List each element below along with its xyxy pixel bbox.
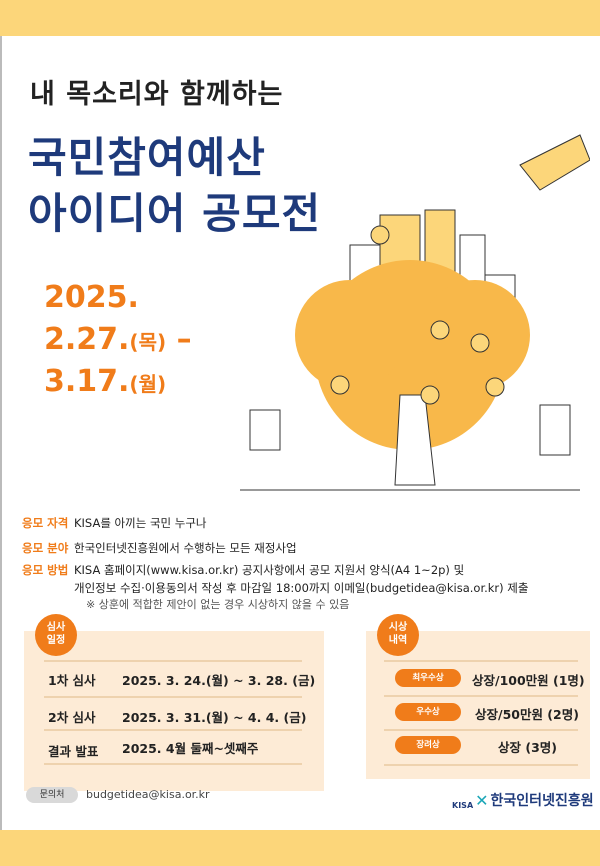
date-dash: – <box>176 322 192 357</box>
title-line2: 아이디어 공모전 <box>28 189 322 238</box>
detail-label: 응모 방법 <box>22 563 69 577</box>
schedule-row-label: 1차 심사 <box>48 673 96 688</box>
bottom-band <box>0 830 600 866</box>
logo-name: 한국인터넷진흥원 <box>490 793 594 809</box>
contact-email[interactable]: budgetidea@kisa.or.kr <box>86 788 210 801</box>
date-start: 2.27.(목) – <box>44 322 192 357</box>
left-border <box>0 36 2 830</box>
schedule-row-value: 2025. 3. 24.(월) ~ 3. 28. (금) <box>122 673 316 688</box>
detail-label: 응모 자격 <box>22 516 69 530</box>
date-end: 3.17.(월) <box>44 364 166 399</box>
detail-value-2: 개인정보 수집·이용동의서 작성 후 마감일 18:00까지 이메일(budge… <box>74 581 529 595</box>
schedule-badge: 심사 일정 <box>35 614 77 656</box>
detail-value: 한국인터넷진흥원에서 수행하는 모든 재정사업 <box>74 541 297 555</box>
top-band <box>0 0 600 36</box>
end-day: (월) <box>129 372 167 396</box>
logo-short: KISA <box>452 801 474 810</box>
detail-field: 응모 분야 한국인터넷진흥원에서 수행하는 모든 재정사업 <box>22 540 297 556</box>
start-date: 2.27. <box>44 322 130 357</box>
end-date: 3.17. <box>44 364 130 399</box>
detail-eligibility: 응모 자격 KISA를 아끼는 국민 누구나 <box>22 515 207 531</box>
detail-value: KISA 홈페이지(www.kisa.or.kr) 공지사항에서 공모 지원서 … <box>74 563 465 577</box>
schedule-row-value: 2025. 3. 31.(월) ~ 4. 4. (금) <box>122 710 307 725</box>
detail-method: 응모 방법 KISA 홈페이지(www.kisa.or.kr) 공지사항에서 공모… <box>22 562 528 598</box>
date-year: 2025. <box>44 280 139 315</box>
award-pill: 장려상 <box>395 736 461 754</box>
award-value: 상장/50만원 (2명) <box>475 707 579 722</box>
award-value: 상장/100만원 (1명) <box>472 673 585 688</box>
award-pill: 우수상 <box>395 703 461 721</box>
detail-value: KISA를 아끼는 국민 누구나 <box>74 516 207 530</box>
title-line1: 국민참여예산 <box>28 133 266 182</box>
schedule-row-label: 결과 발표 <box>48 744 99 759</box>
detail-label: 응모 분야 <box>22 541 69 555</box>
start-day: (목) <box>129 330 167 354</box>
kisa-logo: KISA ✕ 한국인터넷진흥원 <box>452 790 594 810</box>
contact-label: 문의처 <box>26 787 78 803</box>
schedule-row-value: 2025. 4월 둘째~셋째주 <box>122 741 259 756</box>
logo-mark-icon: ✕ <box>475 791 489 810</box>
award-value: 상장 (3명) <box>498 740 557 755</box>
subtitle: 내 목소리와 함께하는 <box>30 79 284 110</box>
notice: ※ 상훈에 적합한 제안이 없는 경우 시상하지 않을 수 있음 <box>86 598 350 611</box>
award-pill: 최우수상 <box>395 669 461 687</box>
schedule-row-label: 2차 심사 <box>48 710 96 725</box>
awards-badge: 시상 내역 <box>377 614 419 656</box>
tree-illustration <box>240 134 590 491</box>
